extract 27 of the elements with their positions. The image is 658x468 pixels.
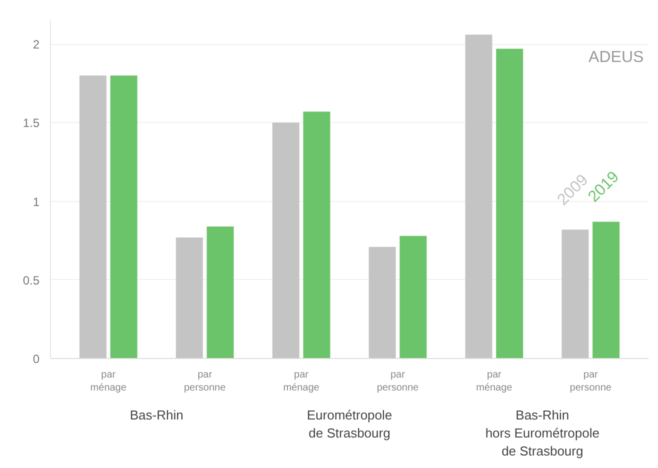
x-tick-label: par personne [184, 370, 226, 394]
bar [592, 222, 620, 358]
x-tick-label: par ménage [90, 370, 127, 394]
annotation: ADEUS [588, 49, 644, 66]
bar [400, 236, 427, 358]
y-tick-label: 2 [32, 38, 40, 52]
text: Bas-Rhin [130, 408, 184, 422]
text: Eurométropole de Strasbourg [306, 408, 392, 440]
x-tick-label: par personne [570, 370, 612, 394]
bar [272, 122, 300, 358]
text: Bas-Rhin hors Eurométropole de Strasbourg [485, 408, 600, 458]
y-tick-label: 1 [32, 194, 40, 209]
bar [368, 246, 396, 358]
x-tick-label: par ménage [476, 370, 513, 394]
bar [176, 237, 203, 358]
bar [79, 76, 106, 358]
y-tick-label: 0 [32, 352, 40, 366]
bar [496, 48, 524, 358]
bar [303, 112, 330, 358]
y-tick-label: 0.5 [22, 273, 40, 288]
bar [206, 226, 234, 358]
x-tick-label: par ménage [283, 370, 320, 394]
bar [110, 76, 138, 358]
bar [465, 34, 492, 358]
y-tick-label: 1.5 [22, 116, 40, 130]
x-tick-label: par personne [376, 370, 420, 394]
bar [562, 230, 589, 358]
